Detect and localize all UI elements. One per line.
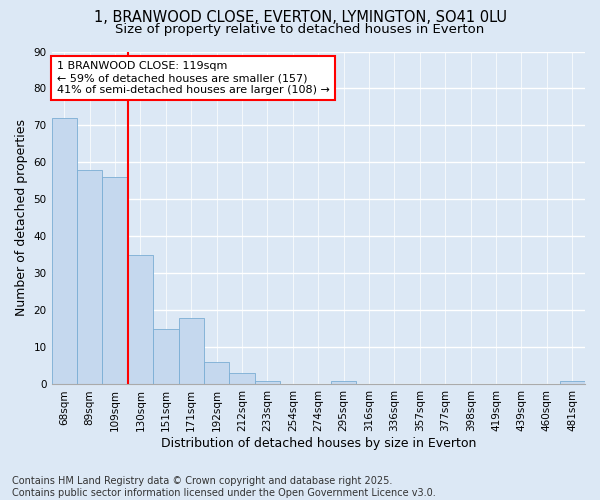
Text: 1, BRANWOOD CLOSE, EVERTON, LYMINGTON, SO41 0LU: 1, BRANWOOD CLOSE, EVERTON, LYMINGTON, S… xyxy=(94,10,506,25)
Text: Size of property relative to detached houses in Everton: Size of property relative to detached ho… xyxy=(115,22,485,36)
Bar xyxy=(229,374,255,384)
Bar xyxy=(204,362,229,384)
Bar xyxy=(179,318,204,384)
Bar xyxy=(128,255,153,384)
Bar xyxy=(153,329,179,384)
Text: 1 BRANWOOD CLOSE: 119sqm
← 59% of detached houses are smaller (157)
41% of semi-: 1 BRANWOOD CLOSE: 119sqm ← 59% of detach… xyxy=(57,62,330,94)
X-axis label: Distribution of detached houses by size in Everton: Distribution of detached houses by size … xyxy=(161,437,476,450)
Bar xyxy=(52,118,77,384)
Bar xyxy=(560,381,585,384)
Bar xyxy=(331,381,356,384)
Y-axis label: Number of detached properties: Number of detached properties xyxy=(15,120,28,316)
Bar xyxy=(255,381,280,384)
Text: Contains HM Land Registry data © Crown copyright and database right 2025.
Contai: Contains HM Land Registry data © Crown c… xyxy=(12,476,436,498)
Bar xyxy=(103,178,128,384)
Bar xyxy=(77,170,103,384)
